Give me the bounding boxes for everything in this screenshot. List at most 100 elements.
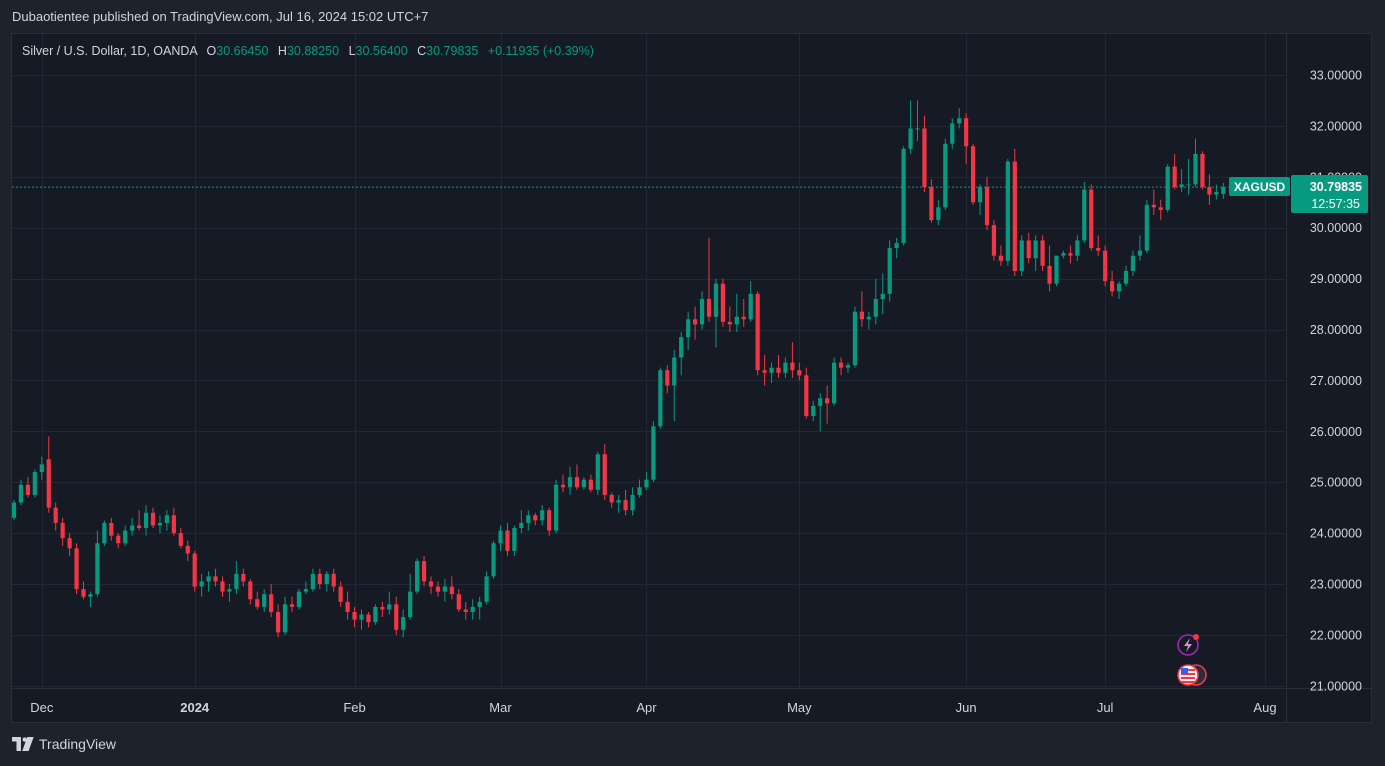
candle[interactable] xyxy=(289,596,295,612)
candle[interactable] xyxy=(873,278,878,325)
candle[interactable] xyxy=(1130,250,1136,277)
candle[interactable] xyxy=(651,421,656,483)
candle[interactable] xyxy=(366,611,371,628)
candle[interactable] xyxy=(380,601,385,618)
candle[interactable] xyxy=(401,609,406,638)
candle[interactable] xyxy=(574,464,580,490)
candle[interactable] xyxy=(192,550,197,592)
candle[interactable] xyxy=(88,591,93,607)
candle[interactable] xyxy=(818,393,823,432)
candle[interactable] xyxy=(1137,235,1142,261)
candle[interactable] xyxy=(25,477,30,498)
candle[interactable] xyxy=(269,584,274,618)
candle[interactable] xyxy=(713,278,719,348)
candle[interactable] xyxy=(1033,235,1038,271)
candle[interactable] xyxy=(1214,184,1219,200)
candle[interactable] xyxy=(171,507,176,536)
candle[interactable] xyxy=(825,385,830,424)
candle[interactable] xyxy=(1103,245,1108,287)
candle[interactable] xyxy=(748,281,753,322)
candle[interactable] xyxy=(220,576,225,597)
candle[interactable] xyxy=(804,367,809,419)
candle[interactable] xyxy=(790,342,795,378)
candle[interactable] xyxy=(866,311,871,330)
candle[interactable] xyxy=(137,510,142,531)
candle[interactable] xyxy=(435,581,441,597)
candle[interactable] xyxy=(950,118,955,149)
candle[interactable] xyxy=(720,278,725,327)
candle[interactable] xyxy=(352,606,357,628)
candle[interactable] xyxy=(130,517,135,536)
candle[interactable] xyxy=(1061,250,1066,259)
candle[interactable] xyxy=(1221,182,1226,199)
candle[interactable] xyxy=(39,456,44,480)
candle[interactable] xyxy=(519,510,524,534)
candle[interactable] xyxy=(276,604,281,638)
candle[interactable] xyxy=(686,311,691,350)
candle[interactable] xyxy=(1116,281,1122,299)
candle[interactable] xyxy=(185,540,190,562)
tradingview-logo[interactable]: TradingView xyxy=(12,736,116,752)
candle[interactable] xyxy=(512,525,517,557)
candle[interactable] xyxy=(373,604,378,625)
candle[interactable] xyxy=(936,199,941,226)
candle[interactable] xyxy=(630,487,635,516)
candle[interactable] xyxy=(331,568,336,592)
candle[interactable] xyxy=(498,525,503,551)
candle[interactable] xyxy=(81,581,86,600)
candle[interactable] xyxy=(797,362,802,381)
candle[interactable] xyxy=(922,115,927,193)
candle[interactable] xyxy=(1089,184,1094,251)
candle[interactable] xyxy=(637,479,642,498)
candle[interactable] xyxy=(296,589,302,610)
candle[interactable] xyxy=(32,469,37,498)
candle[interactable] xyxy=(227,584,232,602)
candle[interactable] xyxy=(1012,148,1017,277)
candle[interactable] xyxy=(109,517,114,541)
candle[interactable] xyxy=(463,601,468,620)
candle[interactable] xyxy=(706,237,712,322)
candle[interactable] xyxy=(658,367,663,429)
candle[interactable] xyxy=(408,573,413,620)
candle[interactable] xyxy=(929,179,934,223)
candle[interactable] xyxy=(428,576,434,595)
candle[interactable] xyxy=(991,220,997,261)
candle[interactable] xyxy=(665,365,670,394)
candle[interactable] xyxy=(526,510,531,531)
candle[interactable] xyxy=(602,444,607,501)
candle[interactable] xyxy=(1075,235,1080,261)
candle[interactable] xyxy=(150,507,156,529)
candle[interactable] xyxy=(1172,153,1177,190)
candle[interactable] xyxy=(74,543,79,595)
candle[interactable] xyxy=(442,578,447,602)
candle[interactable] xyxy=(345,591,350,620)
candle[interactable] xyxy=(11,500,17,521)
candle[interactable] xyxy=(394,596,399,635)
candle[interactable] xyxy=(248,578,253,605)
candle[interactable] xyxy=(957,108,962,129)
candle[interactable] xyxy=(540,505,545,526)
candle[interactable] xyxy=(60,517,65,546)
candle[interactable] xyxy=(887,240,892,302)
candle[interactable] xyxy=(560,474,566,493)
candle[interactable] xyxy=(102,520,107,546)
candle[interactable] xyxy=(741,298,746,327)
candle[interactable] xyxy=(1026,232,1031,264)
candle[interactable] xyxy=(755,291,760,376)
candle[interactable] xyxy=(533,512,538,526)
candle[interactable] xyxy=(387,591,392,615)
candle[interactable] xyxy=(484,571,489,605)
candle[interactable] xyxy=(1144,199,1149,254)
candle[interactable] xyxy=(943,138,948,210)
candle[interactable] xyxy=(977,184,983,215)
candle[interactable] xyxy=(769,362,774,383)
candle[interactable] xyxy=(1123,265,1129,287)
candle[interactable] xyxy=(727,306,732,333)
candle[interactable] xyxy=(164,510,169,531)
candle[interactable] xyxy=(811,400,816,422)
candle[interactable] xyxy=(894,237,899,259)
candle[interactable] xyxy=(1179,169,1184,193)
candle[interactable] xyxy=(998,245,1003,266)
lightning-event-icon[interactable] xyxy=(1177,634,1199,656)
